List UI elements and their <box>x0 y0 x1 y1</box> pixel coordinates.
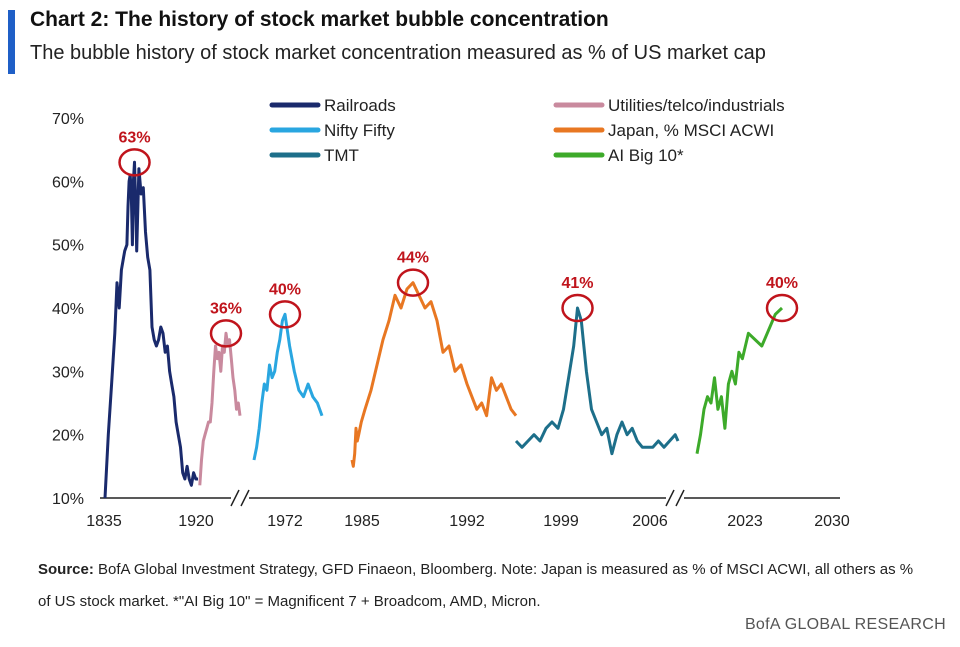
peak-label: 40% <box>269 281 301 298</box>
series-line <box>252 312 324 461</box>
chart-title: Chart 2: The history of stock market bub… <box>30 8 609 31</box>
axis-break-mark <box>675 489 685 507</box>
peak-label: 36% <box>210 300 242 317</box>
source-text: BofA Global Investment Strategy, GFD Fin… <box>38 561 914 610</box>
peak-label: 41% <box>562 275 594 292</box>
peak-circle <box>209 319 243 348</box>
y-tick-label: 50% <box>52 238 84 255</box>
title-accent-bar <box>8 10 15 74</box>
peak-label: 40% <box>766 275 798 292</box>
series-line <box>350 281 518 468</box>
series-line <box>198 331 242 486</box>
peak-label: 63% <box>119 129 151 146</box>
legend-label: Utilities/telco/industrials <box>608 96 785 115</box>
source-label: Source: <box>38 561 94 578</box>
x-tick-label: 1920 <box>178 513 214 530</box>
chart-subtitle: The bubble history of stock market conce… <box>30 42 766 64</box>
series-line <box>103 160 198 499</box>
x-tick-label: 2030 <box>814 513 850 530</box>
peak-circle <box>396 268 430 297</box>
source-note: Source: BofA Global Investment Strategy,… <box>38 554 928 618</box>
y-tick-label: 70% <box>52 111 84 128</box>
x-tick-label: 1999 <box>543 513 579 530</box>
peak-circle <box>765 293 799 323</box>
legend-label: Japan, % MSCI ACWI <box>608 121 774 140</box>
peak-circle <box>268 300 302 329</box>
y-tick-label: 10% <box>52 491 84 508</box>
y-tick-label: 20% <box>52 428 84 445</box>
y-tick-label: 40% <box>52 301 84 318</box>
x-tick-label: 1985 <box>344 513 380 530</box>
legend-label: Nifty Fifty <box>324 121 395 140</box>
chart-canvas: 10% 20% 30% 40% 50% 60% 70% 1835 1920 1972 1985 199… <box>52 96 850 530</box>
axis-break-mark <box>665 489 675 507</box>
axis-break-mark <box>240 489 250 507</box>
y-tick-label: 60% <box>52 174 84 191</box>
series-line <box>514 306 680 456</box>
peak-circle <box>118 148 151 177</box>
x-tick-label: 1835 <box>86 513 122 530</box>
footer-brand: BofA GLOBAL RESEARCH <box>744 616 946 633</box>
peak-circle <box>561 293 594 323</box>
series-line <box>695 306 784 454</box>
legend-label: Railroads <box>324 96 396 115</box>
axis-break-mark <box>230 489 240 507</box>
x-tick-label: 1992 <box>449 513 485 530</box>
y-tick-label: 30% <box>52 364 84 381</box>
x-tick-label: 2023 <box>727 513 763 530</box>
peak-label: 44% <box>397 250 429 267</box>
x-tick-label: 2006 <box>632 513 668 530</box>
legend-label: TMT <box>324 146 359 165</box>
x-tick-label: 1972 <box>267 513 303 530</box>
legend-label: AI Big 10* <box>608 146 684 165</box>
